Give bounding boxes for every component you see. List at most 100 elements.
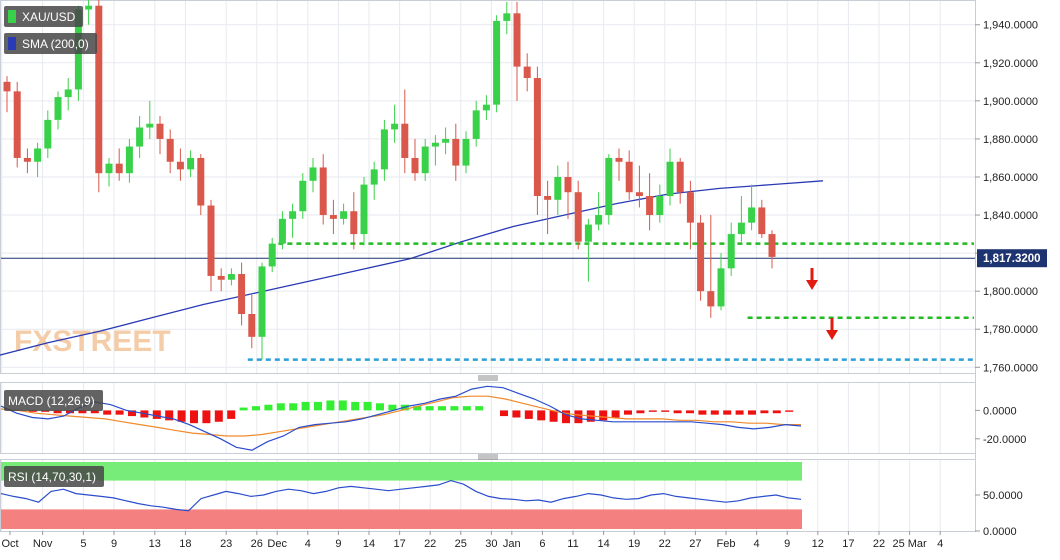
candle (472, 100, 480, 147)
candle (391, 104, 399, 143)
candle (656, 184, 664, 223)
macd-histogram-bar (152, 410, 161, 419)
macd-histogram-bar (500, 410, 508, 417)
macd-histogram-bar (624, 410, 632, 415)
candle (23, 148, 31, 174)
candle-body (391, 123, 399, 130)
candle-body (340, 211, 348, 219)
candle-body (350, 211, 358, 235)
macd-histogram-bar (41, 410, 50, 412)
candle (340, 203, 348, 225)
macd-histogram-bar (264, 404, 273, 411)
candle-body (564, 176, 572, 193)
macd-histogram-bar (128, 410, 136, 417)
candle (564, 161, 572, 219)
candle-body (146, 123, 154, 128)
candle-body (176, 161, 184, 170)
sma-label[interactable]: SMA (200,0) (4, 33, 97, 54)
candle (3, 76, 11, 113)
rsi-tick-label: 50.0000 (983, 490, 1023, 502)
macd-tick-label: 0.0000 (983, 405, 1017, 417)
candle (686, 180, 694, 250)
candle (554, 165, 562, 216)
macd-histogram-bar (462, 406, 471, 411)
candle (248, 294, 256, 349)
candle (544, 180, 552, 235)
candle-body (768, 234, 776, 257)
candle (431, 135, 439, 166)
candle-body (554, 176, 562, 200)
candle (115, 148, 123, 181)
macd-label[interactable]: MACD (12,26,9) (4, 390, 103, 411)
macd-text: MACD (12,26,9) (8, 393, 95, 408)
macd-resize-handle[interactable] (478, 375, 498, 381)
candle-body (717, 268, 725, 307)
rsi-oversold-zone (1, 509, 802, 529)
x-tick-label: 22 (659, 538, 671, 550)
candle (584, 218, 592, 282)
macd-histogram-bar (537, 410, 546, 421)
candle (666, 148, 674, 206)
candle (54, 91, 62, 130)
candle-body (207, 205, 215, 276)
macd-histogram-bar (562, 410, 570, 424)
x-tick-label: 17 (842, 538, 854, 550)
color-swatch (8, 10, 16, 23)
x-tick-label: 9 (784, 538, 790, 550)
candle (217, 268, 225, 292)
candle (13, 81, 21, 168)
candle (401, 89, 409, 174)
candle (676, 157, 684, 204)
macd-histogram-bar (363, 401, 372, 411)
macd-histogram-bar (710, 410, 719, 415)
candle-body (748, 207, 756, 223)
macd-histogram-bar (698, 410, 707, 415)
candle-body (156, 123, 164, 139)
candle (748, 184, 756, 231)
candle (697, 215, 705, 301)
candle (268, 237, 276, 273)
rsi-label[interactable]: RSI (14,70,30,1) (4, 466, 105, 487)
candle-body (105, 163, 113, 174)
candle-body (646, 196, 654, 216)
candle (289, 203, 297, 238)
candle (625, 150, 633, 200)
macd-histogram-bar (351, 401, 360, 411)
candle (615, 148, 623, 181)
macd-histogram-bar (574, 410, 583, 424)
candle (635, 165, 643, 208)
macd-histogram-bar (438, 406, 446, 411)
candle-body (676, 161, 684, 193)
candle (605, 154, 613, 225)
candle-body (523, 66, 531, 79)
rsi-resize-handle[interactable] (478, 454, 498, 460)
candle (533, 66, 541, 216)
x-tick-label: Oct (1, 538, 18, 550)
macd-histogram-bar (78, 410, 87, 414)
candle-body (472, 110, 480, 139)
candle (95, 0, 103, 193)
macd-histogram-bar (289, 403, 298, 411)
x-tick-label: 14 (363, 538, 375, 550)
rsi-line (0, 479, 802, 512)
x-tick-label: 19 (628, 538, 640, 550)
macd-line (0, 385, 802, 451)
candle (380, 119, 388, 181)
sma-line (0, 180, 824, 356)
candle (278, 211, 286, 250)
candle-body (136, 127, 144, 147)
macd-histogram-bar (301, 401, 310, 411)
candle-body (238, 274, 246, 315)
price-tick-label: 1,880.0000 (983, 134, 1038, 146)
candle (646, 173, 654, 231)
candle (707, 215, 715, 318)
candle-body (401, 123, 409, 158)
price-tick-label: 1,940.0000 (983, 20, 1038, 32)
candle-body (544, 196, 552, 200)
symbol-label[interactable]: XAU/USD (4, 6, 84, 27)
candle (768, 230, 776, 269)
x-tick-label: 9 (111, 538, 117, 550)
candle-body (697, 222, 705, 292)
current-price-value: 1,817.3200 (983, 253, 1041, 265)
